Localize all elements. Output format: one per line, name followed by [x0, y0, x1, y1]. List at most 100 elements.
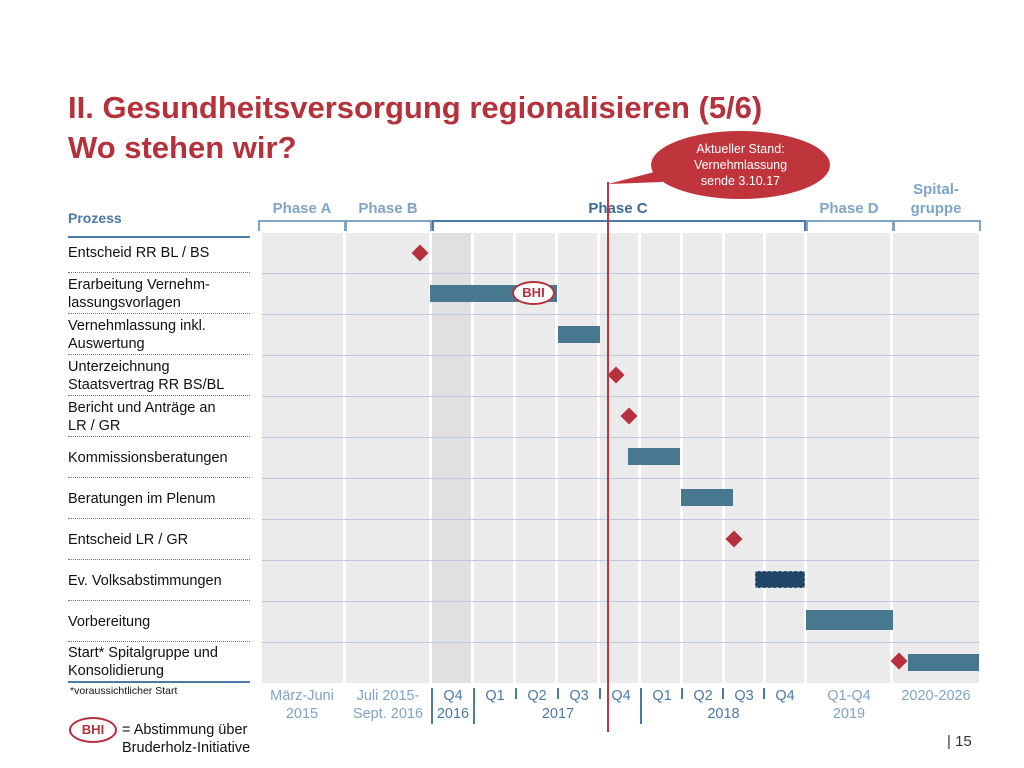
period-maerz-juni-2015: März-Juni 2015 — [270, 688, 334, 722]
current-status-line — [607, 182, 609, 732]
axis-separator — [473, 688, 475, 724]
bar-kommissionsberatungen — [628, 448, 680, 465]
callout-pointer — [608, 170, 662, 184]
phase-d-bracket — [806, 220, 894, 231]
row-label-unterzeichnung: Unterzeichnung Staatsvertrag RR BS/BL — [68, 359, 225, 393]
year-2018: 2018 — [707, 706, 740, 722]
period-q3-2018: Q3 — [734, 688, 754, 704]
row-separator — [68, 313, 250, 314]
row-separator — [68, 436, 250, 437]
period-q4-2018: Q4 — [775, 688, 795, 704]
axis-separator — [515, 688, 517, 699]
callout-line-2: Vernehmlassung — [693, 158, 788, 172]
bar-konsolidierung — [908, 654, 979, 671]
spitalgruppe-bracket — [893, 220, 981, 231]
page-number: | 15 — [947, 733, 972, 750]
legend-bhi-tag: BHI — [69, 717, 117, 743]
phase-c-label: Phase C — [588, 200, 648, 217]
callout-line-3: sende 3.10.17 — [700, 174, 781, 188]
axis-separator — [599, 688, 601, 699]
row-label-vernehmlassung: Vernehmlassung inkl. Auswertung — [68, 318, 206, 352]
period-q1-2018: Q1 — [652, 688, 672, 704]
grid-line — [262, 478, 979, 479]
bar-vorbereitung — [806, 610, 893, 630]
column-q4-2018 — [766, 233, 804, 683]
row-label-bericht: Bericht und Anträge an LR / GR — [68, 400, 216, 434]
row-label-entscheid-rr: Entscheid RR BL / BS — [68, 245, 210, 261]
row-label-kommissionsberatungen: Kommissionsberatungen — [68, 450, 228, 466]
grid-line — [262, 519, 979, 520]
phase-d-label: Phase D — [819, 200, 879, 217]
row-separator — [68, 681, 250, 683]
row-separator — [68, 559, 250, 560]
bar-vernehmlassung — [558, 326, 600, 343]
column-q2-2017 — [516, 233, 555, 683]
axis-separator — [681, 688, 683, 699]
column-q2-2018 — [683, 233, 722, 683]
period-q3-2017: Q3 — [569, 688, 589, 704]
column-q1-2017 — [474, 233, 513, 683]
row-separator — [68, 641, 250, 642]
grid-line — [262, 560, 979, 561]
phase-a-label: Phase A — [272, 200, 332, 217]
prozess-header: Prozess — [68, 210, 122, 226]
row-label-erarbeitung: Erarbeitung Vernehm- lassungsvorlagen — [68, 277, 210, 311]
callout-line-1: Aktueller Stand: — [696, 142, 785, 156]
phase-b-bracket — [345, 220, 432, 231]
row-separator — [68, 477, 250, 478]
period-q1-2017: Q1 — [485, 688, 505, 704]
row-separator — [68, 518, 250, 519]
row-label-plenum: Beratungen im Plenum — [68, 491, 216, 507]
axis-separator — [640, 688, 642, 724]
page-title: II. Gesundheitsversorgung regionalisiere… — [68, 88, 762, 168]
bar-plenum — [681, 489, 733, 506]
column-q3-2017 — [558, 233, 597, 683]
title-line-1: II. Gesundheitsversorgung regionalisiere… — [68, 90, 763, 125]
row-label-start-spitalgruppe: Start* Spitalgruppe und Konsolidierung — [68, 645, 218, 679]
period-q2-2018: Q2 — [693, 688, 713, 704]
period-2020-2026: 2020-2026 — [901, 688, 971, 704]
axis-separator — [557, 688, 559, 699]
row-label-entscheid-lr: Entscheid LR / GR — [68, 532, 189, 548]
bar-volksabstimmungen — [755, 571, 805, 588]
column-q4-2016 — [432, 233, 471, 683]
title-line-2: Wo stehen wir? — [68, 130, 297, 165]
footnote: *voraussichtlicher Start — [70, 685, 178, 697]
column-phase-a — [262, 233, 343, 683]
period-q4-2017: Q4 — [611, 688, 631, 704]
period-2019: Q1-Q4 2019 — [827, 688, 871, 722]
grid-line — [262, 437, 979, 438]
phase-b-label: Phase B — [358, 200, 418, 217]
phase-c-bracket — [432, 220, 806, 231]
period-q2-2017: Q2 — [527, 688, 547, 704]
year-2016: 2016 — [436, 706, 470, 722]
grid-line — [262, 355, 979, 356]
row-label-volksabstimmungen: Ev. Volksabstimmungen — [68, 573, 222, 589]
column-q3-2018 — [725, 233, 763, 683]
spitalgruppe-phase-label: Spital- gruppe — [910, 181, 962, 217]
axis-separator — [431, 688, 433, 724]
grid-line — [262, 273, 979, 274]
phase-a-bracket — [258, 220, 346, 231]
column-2020-2026 — [893, 233, 979, 683]
grid-line — [262, 396, 979, 397]
axis-separator — [763, 688, 765, 699]
row-separator — [68, 354, 250, 355]
axis-separator — [722, 688, 724, 699]
grid-line — [262, 314, 979, 315]
grid-line — [262, 642, 979, 643]
legend-text: = Abstimmung über Bruderholz-Initiative — [122, 722, 251, 756]
row-separator — [68, 600, 250, 601]
gantt-grid — [262, 233, 979, 683]
row-separator — [68, 395, 250, 396]
column-2019 — [807, 233, 890, 683]
row-separator — [68, 236, 250, 238]
grid-line — [262, 601, 979, 602]
period-juli-2015-sept-2016: Juli 2015- Sept. 2016 — [352, 688, 424, 722]
row-label-vorbereitung: Vorbereitung — [68, 614, 151, 630]
period-q4-2016: Q4 — [443, 688, 463, 704]
bhi-marker: BHI — [512, 281, 555, 305]
status-callout: Aktueller Stand: Vernehmlassung sende 3.… — [651, 131, 830, 199]
column-phase-b — [346, 233, 429, 683]
year-2017: 2017 — [541, 706, 575, 722]
